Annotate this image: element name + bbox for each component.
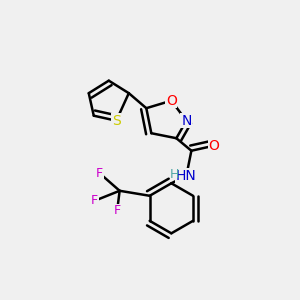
Text: O: O — [166, 94, 177, 108]
Text: N: N — [181, 114, 192, 128]
Text: HN: HN — [176, 169, 197, 183]
Text: F: F — [91, 194, 98, 207]
Text: S: S — [112, 114, 121, 128]
Text: F: F — [96, 167, 103, 180]
Text: O: O — [208, 139, 219, 153]
Text: F: F — [114, 204, 121, 217]
Text: H: H — [169, 168, 179, 181]
